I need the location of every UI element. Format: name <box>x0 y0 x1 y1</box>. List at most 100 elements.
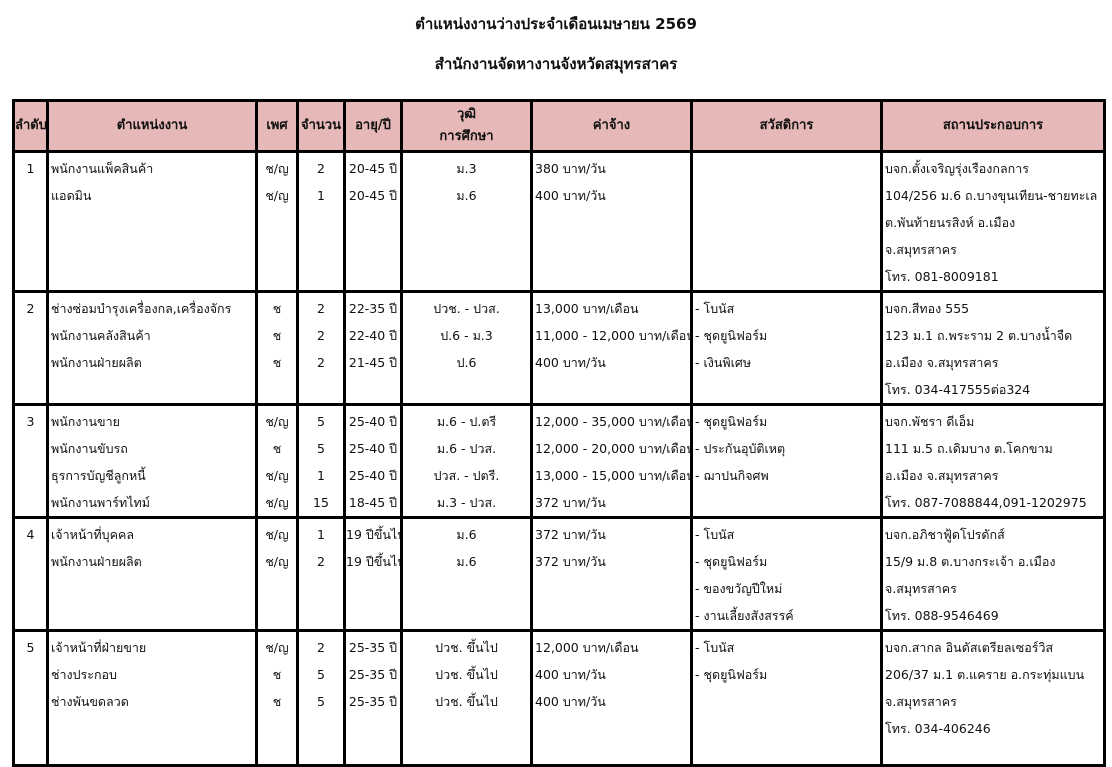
cell-benefits: - ชุดยูนิฟอร์ม - ประกันอุบัติเหตุ - ฌาปนกิ… <box>690 403 883 519</box>
count-line: 5 <box>317 414 325 429</box>
age-line: 20-45 ปี <box>348 188 398 203</box>
age-line: 19 ปีขึ้นไป <box>346 527 402 542</box>
cell-company: บจก.พัชรา ดีเอ็ม 111 ม.5 ถ.เดิมบาง ต.โคกข… <box>880 403 1106 519</box>
cell-wage: 12,000 บาท/เดือน 400 บาท/วัน 400 บาท/วัน <box>530 629 693 767</box>
company-line: บจก.สากล อินดัสเตรียลเซอร์วิส <box>885 640 1054 655</box>
wage-line: 372 บาท/วัน <box>535 554 606 569</box>
page-subtitle: สำนักงานจัดหางานจังหวัดสมุทรสาคร <box>434 55 678 73</box>
header-col-wage: ค่าจ้าง <box>530 99 693 153</box>
cell-company: บจก.ตั้งเจริญรุ่งเรืองกลการ 104/256 ม.6 ถ… <box>880 150 1106 293</box>
header-col-education: วุฒิ การศึกษา <box>400 99 533 153</box>
gender-line: ช <box>272 441 282 456</box>
wage-line: 12,000 บาท/เดือน <box>535 640 639 655</box>
cell-education: ม.3 ม.6 <box>400 150 533 293</box>
count-line: 2 <box>317 328 325 343</box>
age-line: 22-35 ปี <box>348 301 398 316</box>
age-line: 25-35 ปี <box>348 640 398 655</box>
count-line: 1 <box>317 527 325 542</box>
count-line: 15 <box>313 495 329 510</box>
cell-benefits: - โบนัส - ชุดยูนิฟอร์ม - ของขวัญปีใหม่ - งา… <box>690 516 883 632</box>
cell-wage: 372 บาท/วัน 372 บาท/วัน <box>530 516 693 632</box>
gender-line: ช <box>272 694 282 709</box>
benefits-line: - ชุดยูนิฟอร์ม <box>695 554 768 569</box>
cell-gender: ช/ญ ช/ญ <box>255 516 299 632</box>
education-line: ม.6 <box>456 554 477 569</box>
gender-line: ช/ญ <box>265 161 289 176</box>
cell-positions: เจ้าหน้าที่บุคคล พนักงานฝ่ายผลิต <box>46 516 258 632</box>
education-line: ม.3 <box>456 161 477 176</box>
count-line: 1 <box>317 188 325 203</box>
gender-line: ช <box>272 301 282 316</box>
education-line: ปวช. ขึ้นไป <box>435 667 498 682</box>
table-row: 5 เจ้าหน้าที่ฝ่ายขาย ช่างประกอบ ช่างพันขดลว… <box>12 629 1106 767</box>
wage-line: 400 บาท/วัน <box>535 694 606 709</box>
cell-no: 2 <box>12 290 49 406</box>
job-vacancy-table: ลำดับ ตำแหน่งงาน เพศ จำนวน อายุ/ปี วุฒิ การศึก… <box>12 99 1106 767</box>
cell-positions: พนักงานแพ็คสินค้า แอดมิน <box>46 150 258 293</box>
positions-line: เจ้าหน้าที่ฝ่ายขาย <box>51 640 147 655</box>
count-line: 2 <box>317 355 325 370</box>
positions-line: ช่างซ่อมบำรุงเครื่องกล,เครื่องจักร <box>51 301 232 316</box>
gender-line: ช/ญ <box>265 468 289 483</box>
cell-company: บจก.อภิชาฟู้ดโปรดักส์ 15/9 ม.8 ต.บางกระเจ… <box>880 516 1106 632</box>
header-col-no: ลำดับ <box>12 99 49 153</box>
benefits-line: - โบนัส <box>695 301 735 316</box>
benefits-line: - โบนัส <box>695 527 735 542</box>
cell-education: ปวช. - ปวส. ป.6 - ม.3 ป.6 <box>400 290 533 406</box>
header-col-age: อายุ/ปี <box>343 99 403 153</box>
benefits-line: - ฌาปนกิจศพ <box>695 468 769 483</box>
company-line: บจก.พัชรา ดีเอ็ม <box>885 414 975 429</box>
header-label-part: การศึกษา <box>439 129 494 144</box>
cell-company: บจก.สีทอง 555 123 ม.1 ถ.พระราม 2 ต.บางน้ำ… <box>880 290 1106 406</box>
cell-positions: เจ้าหน้าที่ฝ่ายขาย ช่างประกอบ ช่างพันขดลวด <box>46 629 258 767</box>
positions-line: พนักงานขับรถ <box>51 441 128 456</box>
age-line: 25-35 ปี <box>348 667 398 682</box>
education-line: ม.6 - ป.ตรี <box>436 414 497 429</box>
cell-no: 4 <box>12 516 49 632</box>
cell-positions: พนักงานขาย พนักงานขับรถ ธุรการบัญชีลูกหนี้… <box>46 403 258 519</box>
company-line: ต.พันท้ายนรสิงห์ อ.เมือง <box>885 215 1016 230</box>
count-line: 2 <box>317 301 325 316</box>
table-row: 4 เจ้าหน้าที่บุคคล พนักงานฝ่ายผลิต ช/ญ ช/ญ 1 2… <box>12 516 1106 632</box>
table-row: 3 พนักงานขาย พนักงานขับรถ ธุรการบัญชีลูกหนี… <box>12 403 1106 519</box>
cell-age: 22-35 ปี 22-40 ปี 21-45 ปี <box>343 290 403 406</box>
count-line: 5 <box>317 694 325 709</box>
age-line: 19 ปีขึ้นไป <box>346 554 402 569</box>
cell-no: 3 <box>12 403 49 519</box>
cell-gender: ชชช <box>255 290 299 406</box>
count-line: 5 <box>317 441 325 456</box>
company-line: จ.สมุทรสาคร <box>885 694 957 709</box>
cell-company: บจก.สากล อินดัสเตรียลเซอร์วิส 206/37 ม.1 … <box>880 629 1106 767</box>
cell-no: 1 <box>12 150 49 293</box>
company-line: จ.สมุทรสาคร <box>885 581 957 596</box>
header-col-position: ตำแหน่งงาน <box>46 99 258 153</box>
age-line: 25-40 ปี <box>348 414 398 429</box>
company-line: บจก.อภิชาฟู้ดโปรดักส์ <box>885 527 1005 542</box>
benefits-line: - ชุดยูนิฟอร์ม <box>695 328 768 343</box>
wage-line: 372 บาท/วัน <box>535 495 606 510</box>
positions-line: พนักงานแพ็คสินค้า <box>51 161 154 176</box>
company-line: บจก.ตั้งเจริญรุ่งเรืองกลการ <box>885 161 1029 176</box>
gender-line: ช/ญ <box>265 554 289 569</box>
row-number: 1 <box>26 161 35 176</box>
company-line: บจก.สีทอง 555 <box>885 301 970 316</box>
company-line: อ.เมือง จ.สมุทรสาคร <box>885 468 999 483</box>
count-line: 2 <box>317 554 325 569</box>
company-line: อ.เมือง จ.สมุทรสาคร <box>885 355 999 370</box>
education-line: ม.3 - ปวส. <box>436 495 497 510</box>
wage-line: 13,000 บาท/เดือน <box>535 301 639 316</box>
company-line: 123 ม.1 ถ.พระราม 2 ต.บางน้ำจืด <box>885 328 1073 343</box>
wage-line: 13,000 - 15,000 บาท/เดือน <box>535 468 692 483</box>
positions-line: พนักงานฝ่ายผลิต <box>51 355 142 370</box>
age-line: 21-45 ปี <box>348 355 398 370</box>
positions-line: ช่างพันขดลวด <box>51 694 129 709</box>
positions-line: พนักงานขาย <box>51 414 120 429</box>
education-line: ปวช. - ปวส. <box>433 301 500 316</box>
education-line: ป.6 - ม.3 <box>440 328 493 343</box>
wage-line: 400 บาท/วัน <box>535 667 606 682</box>
positions-line: เจ้าหน้าที่บุคคล <box>51 527 134 542</box>
cell-wage: 13,000 บาท/เดือน 11,000 - 12,000 บาท/เดือ… <box>530 290 693 406</box>
positions-line: พนักงานพาร์ทไทม์ <box>51 495 150 510</box>
page-title: ตำแหน่งงานว่างประจำเดือนเมษายน 2569 <box>415 15 697 33</box>
